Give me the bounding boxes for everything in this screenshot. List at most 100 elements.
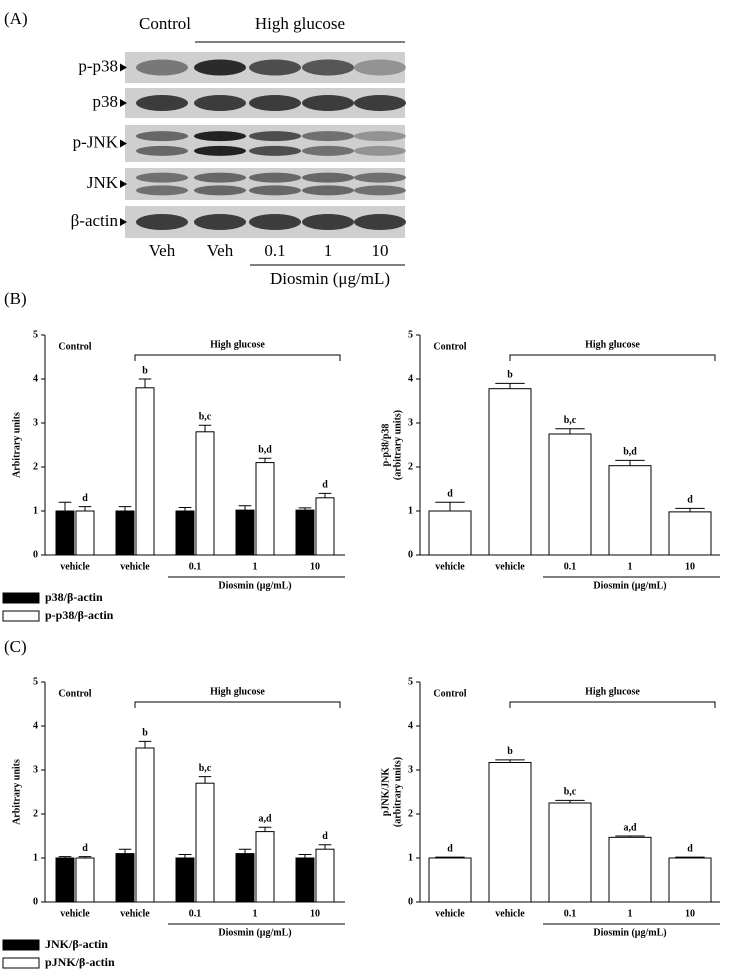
group-bracket bbox=[134, 701, 341, 708]
panel-label: (A) bbox=[4, 9, 28, 28]
bar bbox=[668, 857, 712, 903]
error-bar bbox=[198, 776, 212, 784]
error-bar bbox=[238, 505, 252, 511]
error-bar bbox=[555, 428, 585, 434]
y-tick-label: 3 bbox=[33, 764, 38, 775]
x-tick-label: 10 bbox=[685, 561, 695, 572]
y-tick-label: 3 bbox=[33, 417, 38, 428]
y-tick-label: 1 bbox=[408, 505, 413, 516]
x-tick-label: vehicle bbox=[120, 908, 150, 919]
significance-label: d bbox=[687, 495, 693, 506]
row-arrow bbox=[120, 180, 127, 188]
bar bbox=[235, 853, 255, 903]
blot-diosmin: Diosmin (μg/mL) bbox=[270, 269, 390, 288]
bar bbox=[75, 510, 95, 556]
blot-band bbox=[136, 59, 188, 76]
bar bbox=[195, 431, 215, 556]
blot-row-label: p-JNK bbox=[73, 132, 119, 151]
y-tick-label: 5 bbox=[33, 676, 38, 687]
y-tick-label: 4 bbox=[33, 720, 38, 731]
y-tick-label: 2 bbox=[33, 461, 38, 472]
bar bbox=[135, 387, 155, 556]
significance-label: b,c bbox=[199, 763, 212, 774]
y-tick-label: 2 bbox=[408, 808, 413, 819]
blot-strip bbox=[125, 125, 405, 162]
significance-label: b,c bbox=[564, 415, 577, 426]
x-axis-label: Diosmin (μg/mL) bbox=[593, 927, 666, 938]
row-arrow bbox=[120, 99, 127, 107]
blot-band bbox=[136, 214, 188, 230]
blot: p-p38 p38 p-JNK JNK β-actin bbox=[71, 52, 406, 238]
y-axis-label: pJNK/JNK bbox=[380, 768, 391, 817]
blot-lane-label: 0.1 bbox=[264, 241, 285, 260]
bar bbox=[55, 510, 75, 556]
bar bbox=[548, 433, 592, 556]
y-axis-label: p-p38/p38 bbox=[380, 424, 391, 467]
group-label: High glucose bbox=[210, 686, 265, 697]
blot-band bbox=[136, 145, 188, 156]
bar bbox=[115, 853, 135, 903]
control-label: Control bbox=[58, 688, 91, 699]
blot-row-label: JNK bbox=[87, 173, 119, 192]
group-label: High glucose bbox=[210, 339, 265, 350]
blot-band bbox=[136, 95, 188, 111]
significance-label: d bbox=[82, 843, 88, 854]
x-tick-label: vehicle bbox=[435, 561, 465, 572]
error-bar bbox=[238, 848, 252, 854]
blot-band bbox=[194, 145, 246, 156]
blot-band bbox=[302, 95, 354, 111]
error-bar bbox=[435, 501, 465, 511]
blot-band bbox=[302, 172, 354, 183]
blot-band bbox=[194, 214, 246, 230]
blot-band bbox=[354, 95, 406, 111]
blot-high-glucose: High glucose bbox=[255, 14, 345, 33]
blot-band bbox=[302, 131, 354, 142]
control-label: Control bbox=[433, 341, 466, 352]
blot-band bbox=[249, 145, 301, 156]
y-tick-label: 0 bbox=[408, 896, 413, 907]
blot-band bbox=[354, 172, 406, 183]
group-bracket bbox=[509, 354, 716, 361]
y-axis-label: (arbitrary units) bbox=[392, 757, 403, 827]
error-bar bbox=[138, 740, 152, 748]
blot-band bbox=[249, 131, 301, 142]
bar bbox=[488, 388, 532, 556]
y-tick-label: 0 bbox=[408, 549, 413, 560]
x-tick-label: vehicle bbox=[60, 561, 90, 572]
y-axis-label: Arbitrary units bbox=[11, 412, 22, 478]
blot-lane-label: 1 bbox=[324, 241, 333, 260]
row-arrow bbox=[120, 218, 127, 226]
legend-swatch bbox=[2, 957, 40, 969]
x-tick-label: vehicle bbox=[495, 561, 525, 572]
x-tick-label: 1 bbox=[628, 908, 633, 919]
panel-label: (C) bbox=[4, 637, 27, 656]
x-tick-label: vehicle bbox=[495, 908, 525, 919]
significance-label: d bbox=[687, 843, 693, 854]
group-bracket bbox=[134, 354, 341, 361]
blot-lane-label: Veh bbox=[207, 241, 234, 260]
blot-band bbox=[354, 145, 406, 156]
x-tick-label: 10 bbox=[310, 561, 320, 572]
blot-band bbox=[194, 95, 246, 111]
significance-label: b bbox=[507, 746, 513, 757]
bar bbox=[608, 465, 652, 556]
blot-band bbox=[249, 95, 301, 111]
y-tick-label: 4 bbox=[33, 373, 38, 384]
x-tick-label: 0.1 bbox=[189, 561, 202, 572]
x-tick-label: 10 bbox=[310, 908, 320, 919]
legend-swatch bbox=[2, 939, 40, 951]
significance-label: b,d bbox=[258, 444, 272, 455]
x-tick-label: 0.1 bbox=[564, 908, 577, 919]
significance-label: a,d bbox=[258, 813, 272, 824]
error-bar bbox=[58, 856, 72, 858]
y-tick-label: 2 bbox=[408, 461, 413, 472]
x-axis-label: Diosmin (μg/mL) bbox=[218, 580, 291, 591]
error-bar bbox=[298, 853, 312, 858]
error-bar bbox=[58, 501, 72, 511]
y-tick-label: 4 bbox=[408, 373, 413, 384]
y-tick-label: 1 bbox=[33, 505, 38, 516]
bar bbox=[295, 509, 315, 556]
bar bbox=[668, 511, 712, 556]
error-bar bbox=[298, 507, 312, 511]
